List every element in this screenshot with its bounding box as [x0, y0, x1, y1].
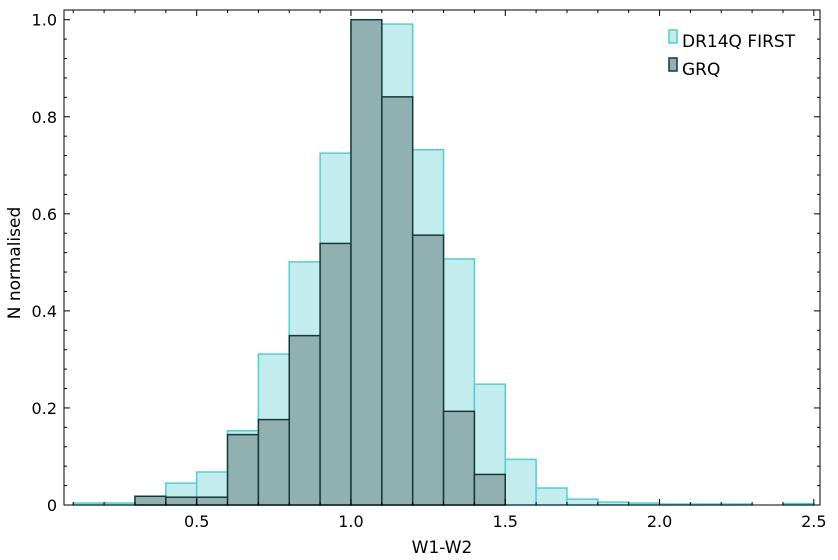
x-tick-label: 0.5: [184, 512, 209, 531]
y-tick-label: 0.8: [32, 108, 57, 127]
bar-grq-1: [165, 496, 198, 506]
x-axis-label: W1-W2: [412, 538, 473, 558]
bar-dr14q-first-14: [504, 458, 537, 506]
legend-label-grq: GRQ: [682, 60, 720, 80]
bar-grq-10: [442, 410, 476, 506]
bar-grq-3: [226, 433, 260, 506]
legend-swatch-dr14q-first: [668, 29, 678, 44]
y-tick-label: 1.0: [32, 11, 57, 30]
y-tick-label: 0.6: [32, 205, 57, 224]
bar-grq-4: [257, 418, 291, 506]
bar-dr14q-first-16: [566, 498, 599, 506]
x-tick-label: 1.0: [338, 512, 363, 531]
bars-layer: [72, 18, 815, 506]
bar-dr14q-first-15: [535, 487, 568, 506]
bar-grq-9: [411, 234, 445, 506]
bar-grq-0: [134, 495, 167, 506]
legend-label-dr14q-first: DR14Q FIRST: [682, 32, 796, 52]
y-tick-label: 0.2: [32, 399, 57, 418]
y-tick-label: 0.4: [32, 302, 57, 321]
bar-grq-8: [381, 96, 414, 506]
legend: DR14Q FIRST GRQ: [668, 29, 796, 80]
bar-grq-11: [473, 473, 507, 506]
bar-grq-7: [350, 18, 383, 506]
x-tick-label: 2.5: [801, 512, 826, 531]
x-tick-label: 2.0: [647, 512, 672, 531]
y-axis-label: N normalised: [5, 207, 25, 320]
bar-grq-6: [319, 242, 352, 506]
legend-swatch-grq: [668, 57, 678, 72]
bar-grq-5: [288, 334, 321, 506]
x-tick-label: 1.5: [493, 512, 518, 531]
plot-frame: [63, 9, 821, 506]
bar-grq-2: [195, 496, 229, 506]
y-tick-label: 0: [47, 496, 57, 515]
